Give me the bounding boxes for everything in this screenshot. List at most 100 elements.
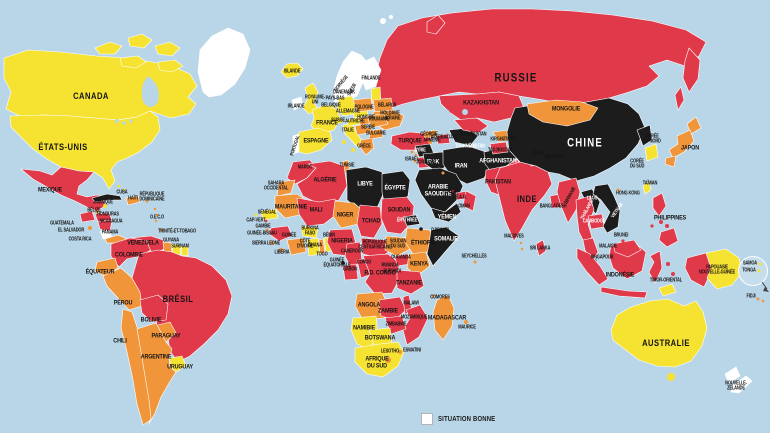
- shape-zambie: [378, 296, 407, 321]
- shape-france: [310, 104, 341, 135]
- shape-coree-du-nord: [636, 124, 653, 147]
- legend: SITUATION BONNE: [421, 413, 505, 425]
- shape-angola: [354, 291, 389, 321]
- shape-porto-rico: [145, 199, 149, 203]
- shape-liberia: [279, 248, 283, 252]
- shape-luzon: [652, 192, 667, 217]
- inset-arrow: [761, 281, 768, 290]
- shape-islande: [280, 62, 304, 79]
- shape-koweit: [441, 171, 445, 175]
- shape-bulgarie: [368, 128, 384, 140]
- shape-sulawesi: [648, 250, 663, 284]
- shape-arctic-island-4: [119, 55, 147, 69]
- shape-svalbard: [380, 18, 386, 24]
- shape-guinee-equatoriale: [341, 261, 345, 265]
- shape-belize: [95, 210, 99, 214]
- shape-fidji-2: [761, 299, 765, 303]
- shape-seychelles: [473, 260, 477, 264]
- shape-mongolie: [526, 99, 599, 127]
- shape-jamaique: [103, 204, 107, 208]
- aral-sea: [462, 109, 468, 115]
- shape-sri-lanka: [535, 239, 547, 257]
- shape-comores: [431, 294, 435, 298]
- shape-antilles-1: [153, 207, 157, 211]
- shape-pologne: [352, 97, 374, 113]
- shape-malaisie: [582, 237, 599, 262]
- shape-sakhaline: [674, 86, 685, 111]
- shape-yemen: [430, 202, 462, 223]
- shape-japon-honshu: [668, 129, 695, 159]
- shape-samoa: [758, 262, 762, 266]
- shape-ouzbekistan: [453, 117, 489, 134]
- shape-cote-d-ivoire: [286, 237, 307, 256]
- shape-sierra-leone: [270, 241, 274, 245]
- shape-timor: [658, 283, 677, 297]
- shape-groenland: [197, 27, 251, 98]
- shape-armenie: [428, 140, 432, 144]
- shape-nouvelle-zelande-sud: [730, 375, 753, 394]
- shape-vietnam: [592, 183, 621, 234]
- inset-arrow-head: [763, 287, 769, 292]
- shape-togo: [318, 238, 326, 255]
- shape-uruguay: [169, 355, 187, 373]
- shape-madagascar: [432, 294, 455, 341]
- shape-azerbaidjan: [435, 133, 451, 145]
- shape-sardaigne: [342, 140, 346, 144]
- shape-sahara-occidental: [276, 179, 296, 197]
- shape-mali: [296, 197, 338, 227]
- shape-espagne: [298, 127, 333, 155]
- shape-guyane: [180, 245, 189, 257]
- shape-arctic-island-2: [127, 33, 153, 49]
- shape-somalie: [426, 226, 460, 267]
- shape-qatar: [451, 189, 455, 193]
- shape-bolivie: [139, 294, 169, 323]
- shape-chypre: [410, 150, 414, 154]
- shape-cap-vert: [254, 213, 258, 217]
- shape-irlande: [291, 96, 304, 111]
- shape-antilles-2: [155, 213, 159, 217]
- shape-cambodge: [587, 213, 605, 230]
- shape-svalbard-2: [389, 15, 393, 19]
- shape-bahamas-2: [122, 188, 126, 192]
- shape-australie: [610, 298, 708, 368]
- shape-mindanao: [658, 227, 679, 248]
- shape-guinee-bissau: [265, 228, 269, 232]
- map-shapes: [3, 8, 769, 426]
- shape-maldives-2: [520, 247, 524, 251]
- shape-argentine: [136, 322, 177, 425]
- shape-arctic-island-5: [157, 59, 184, 73]
- shape-tanzanie: [396, 269, 425, 295]
- shape-israel: [413, 159, 417, 163]
- shape-arabie-saoudite: [414, 167, 464, 213]
- shape-thailande: [575, 195, 595, 245]
- shape-kamtchatka: [682, 47, 701, 93]
- shape-maurice: [464, 320, 468, 324]
- shape-nouvelle-zemble: [426, 14, 446, 35]
- shape-russie: [374, 8, 707, 109]
- shape-gabon: [342, 263, 359, 281]
- shape-bahamas-1: [117, 184, 121, 188]
- shape-grece: [358, 137, 375, 156]
- shape-belarus: [372, 97, 394, 113]
- shape-ghana: [306, 237, 321, 257]
- hudson-bay: [141, 76, 159, 107]
- shape-roumanie: [366, 113, 389, 129]
- shape-tonga: [757, 269, 761, 273]
- shape-brunei: [621, 239, 625, 243]
- pacific-inset-circle: [738, 256, 768, 286]
- shape-sumatra: [576, 247, 609, 286]
- shape-hong-kong: [616, 188, 620, 192]
- shape-nicaragua: [97, 219, 113, 232]
- caspian-sea: [440, 109, 452, 135]
- shape-canada: [3, 49, 198, 121]
- shape-djibouti: [419, 227, 423, 231]
- shape-guinee: [268, 225, 293, 242]
- shape-tchad: [356, 204, 383, 239]
- shape-nouvelle-zelande-nord: [724, 366, 741, 384]
- shape-visayas-2: [665, 224, 669, 228]
- shape-fidji-1: [756, 297, 760, 301]
- shape-arctic-island-3: [154, 41, 181, 57]
- shape-sicile: [351, 148, 355, 152]
